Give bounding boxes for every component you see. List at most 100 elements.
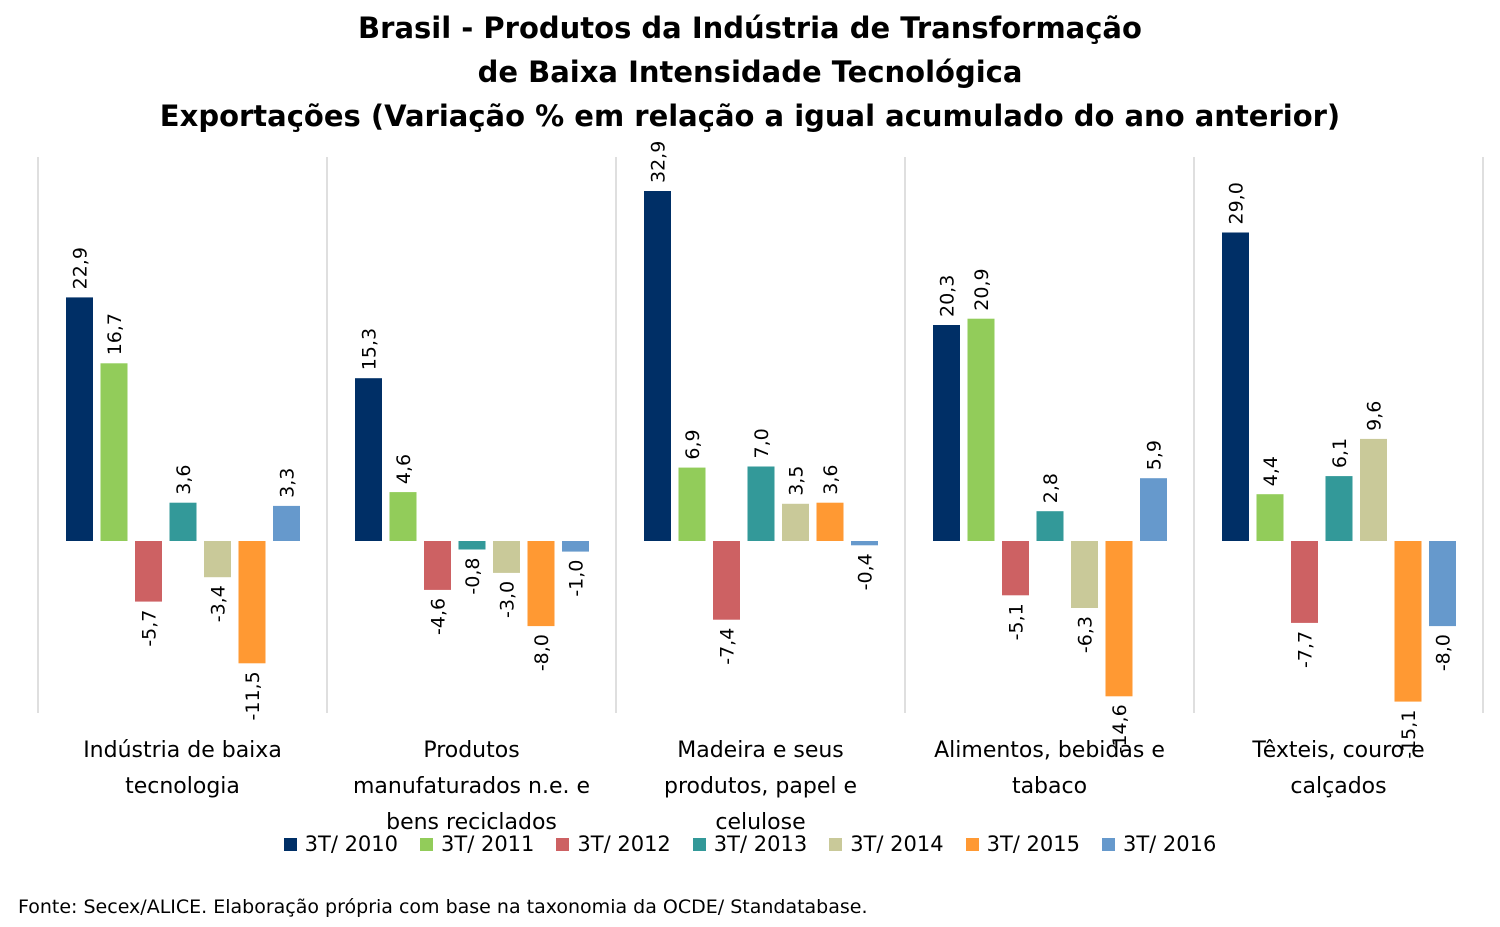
data-label: -14,6	[1109, 704, 1131, 753]
bar	[458, 541, 486, 550]
legend-swatch	[692, 837, 706, 851]
bar	[1140, 478, 1167, 541]
data-label: 15,3	[359, 328, 381, 370]
bar	[967, 318, 995, 541]
bar	[1036, 511, 1064, 541]
bar	[1105, 541, 1133, 697]
data-label: -8,0	[1433, 634, 1455, 671]
legend-swatch	[556, 837, 570, 851]
data-label: -0,4	[855, 553, 877, 590]
bar	[273, 505, 300, 541]
data-label: 20,9	[971, 268, 993, 310]
bar	[747, 466, 775, 541]
bar	[493, 541, 520, 573]
bar	[238, 541, 266, 664]
bar	[527, 541, 555, 627]
data-label: 7,0	[751, 428, 773, 458]
bar	[1256, 494, 1284, 541]
data-label: 32,9	[648, 141, 670, 183]
legend-label: 3T/ 2013	[713, 832, 808, 856]
legend-label: 3T/ 2014	[850, 832, 944, 856]
category-label: produtos, papel e	[664, 774, 857, 799]
legend-swatch	[965, 837, 979, 851]
data-label: -0,8	[462, 558, 484, 595]
category-label: Têxteis, couro e	[1251, 738, 1424, 763]
data-label: 3,5	[786, 466, 808, 496]
bar	[169, 502, 197, 541]
data-label: 3,6	[173, 464, 195, 494]
data-label: 4,6	[393, 454, 415, 484]
category-label: tecnologia	[125, 774, 240, 799]
data-label: 20,3	[937, 275, 959, 317]
data-label: 3,6	[820, 464, 842, 494]
legend-label: 3T/ 2011	[441, 832, 535, 856]
legend-label: 3T/ 2012	[577, 832, 671, 856]
bar	[1394, 541, 1422, 702]
title-line-1: Brasil - Produtos da Indústria de Transf…	[358, 11, 1142, 45]
bar	[816, 502, 844, 541]
title-line-3: Exportações (Variação % em relação a igu…	[159, 99, 1341, 133]
data-label: -7,4	[717, 628, 739, 665]
bar	[644, 191, 671, 541]
data-label: 5,9	[1144, 440, 1166, 470]
data-label: -8,0	[531, 634, 553, 671]
chart-title: Brasil - Produtos da Indústria de Transf…	[0, 6, 1500, 138]
bar	[389, 492, 417, 541]
legend-swatch	[829, 837, 843, 851]
data-label: 4,4	[1260, 456, 1282, 486]
legend-item: 3T/ 2012	[556, 832, 671, 856]
legend-item: 3T/ 2016	[1101, 832, 1216, 856]
data-label: 22,9	[70, 247, 92, 289]
category-label: celulose	[715, 810, 805, 830]
bar	[1360, 438, 1387, 541]
bar	[66, 297, 93, 541]
data-label: 6,9	[682, 429, 704, 459]
data-label: -5,7	[139, 610, 161, 647]
category-label: bens reciclados	[386, 810, 557, 830]
bar	[1429, 541, 1456, 627]
bar	[562, 541, 589, 552]
bar-chart: 22,9 16,7 -5,7 3,6 -3,4 -11,5 3,3 Indústria de …	[37, 141, 1484, 830]
bar	[1222, 232, 1249, 541]
category-label: tabaco	[1012, 774, 1087, 799]
data-label: -15,1	[1398, 710, 1420, 759]
source-note: Fonte: Secex/ALICE. Elaboração própria c…	[18, 896, 868, 918]
legend-swatch	[420, 837, 434, 851]
bar	[424, 541, 451, 590]
data-label: -7,7	[1295, 631, 1317, 668]
bar	[100, 363, 128, 541]
data-label: 2,8	[1040, 473, 1062, 503]
data-label: -11,5	[242, 671, 264, 720]
bar	[355, 378, 382, 541]
bar	[933, 325, 960, 541]
legend-label: 3T/ 2015	[986, 832, 1080, 856]
data-label: -5,1	[1006, 603, 1028, 640]
legend-swatch	[1101, 837, 1115, 851]
legend-label: 3T/ 2010	[304, 832, 399, 856]
category-label: Alimentos, bebidas e	[934, 738, 1165, 763]
bar	[782, 503, 809, 541]
legend-swatch	[283, 837, 297, 851]
category-label: manufaturados n.e. e	[353, 774, 590, 799]
legend-item: 3T/ 2011	[420, 832, 534, 856]
data-label: 9,6	[1364, 401, 1386, 431]
chart-legend: 3T/ 2010 3T/ 2011 3T/ 2012 3T/ 2013 3T/ 2014…	[0, 832, 1500, 856]
bar	[1071, 541, 1098, 608]
data-label: -6,3	[1075, 616, 1097, 653]
bar	[1325, 476, 1353, 541]
data-label: -4,6	[428, 598, 450, 635]
legend-item: 3T/ 2015	[965, 832, 1080, 856]
bar	[1291, 541, 1318, 623]
legend-item: 3T/ 2010	[283, 832, 399, 856]
title-line-2: de Baixa Intensidade Tecnológica	[477, 55, 1023, 89]
data-label: 16,7	[104, 313, 126, 355]
bar	[135, 541, 162, 602]
data-label: -1,0	[566, 560, 588, 597]
data-label: 3,3	[277, 468, 299, 498]
legend-item: 3T/ 2013	[692, 832, 808, 856]
data-label: -3,0	[497, 581, 519, 618]
bar	[1002, 541, 1029, 596]
bar	[713, 541, 740, 620]
category-label: Indústria de baixa	[83, 738, 282, 763]
legend-item: 3T/ 2014	[829, 832, 944, 856]
